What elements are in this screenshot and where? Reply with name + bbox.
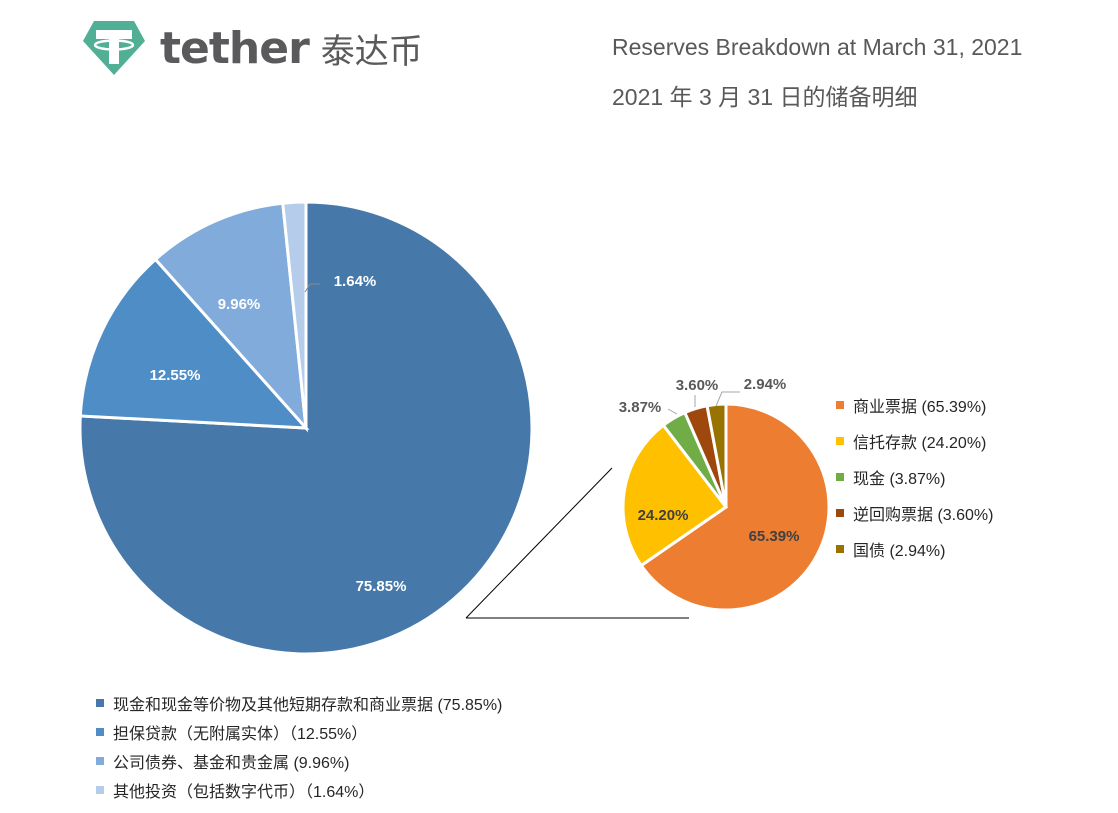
legend-item: 公司债券、基金和贵金属 (9.96%)	[96, 746, 502, 775]
detail-pie-slice	[621, 423, 729, 568]
main-label-3: 12.55%	[150, 367, 201, 384]
tether-logo: tether 泰达币	[82, 18, 423, 78]
legend-label: 信托存款 (24.20%)	[853, 435, 987, 452]
legend-swatch-icon	[96, 785, 104, 794]
legend-swatch-icon	[836, 545, 844, 553]
detail-label-4: 3.60%	[676, 377, 719, 394]
main-pie-slice	[78, 257, 310, 430]
detail-pie	[621, 402, 831, 612]
legend-label: 国债 (2.94%)	[853, 543, 946, 560]
zoom-connector	[465, 467, 689, 619]
legend-swatch-icon	[836, 473, 844, 481]
brand-name: tether	[160, 22, 310, 74]
brand-name-cn: 泰达币	[320, 31, 423, 72]
legend-swatch-icon	[836, 437, 844, 445]
legend-item: 现金和现金等价物及其他短期存款和商业票据 (75.85%)	[96, 688, 502, 717]
legend-label: 现金 (3.87%)	[853, 471, 946, 488]
legend-item: 国债 (2.94%)	[836, 531, 993, 567]
legend-label: 公司债券、基金和贵金属 (9.96%)	[113, 754, 350, 772]
detail-legend: 商业票据 (65.39%) 信托存款 (24.20%) 现金 (3.87%) 逆…	[836, 387, 993, 567]
detail-pie-slice	[639, 402, 831, 612]
legend-swatch-icon	[96, 756, 104, 765]
detail-label-2: 24.20%	[638, 507, 689, 524]
leader-lines	[304, 283, 740, 415]
main-pie-slice	[78, 200, 534, 656]
main-label-1: 1.64%	[334, 273, 377, 290]
legend-label: 商业票据 (65.39%)	[853, 399, 987, 416]
main-pie	[78, 200, 534, 656]
legend-label: 其他投资（包括数字代币）（1.64%）	[113, 783, 375, 801]
legend-item: 信托存款 (24.20%)	[836, 423, 993, 459]
main-label-2: 9.96%	[218, 296, 261, 313]
legend-item: 现金 (3.87%)	[836, 459, 993, 495]
main-legend: 现金和现金等价物及其他短期存款和商业票据 (75.85%) 担保贷款（无附属实体…	[96, 688, 502, 804]
detail-label-5: 2.94%	[744, 376, 787, 393]
legend-swatch-icon	[96, 727, 104, 736]
main-pie-slice	[281, 200, 308, 429]
chart-title-cn: 2021 年 3 月 31 日的储备明细	[612, 84, 918, 110]
legend-swatch-icon	[836, 401, 844, 409]
detail-label-1: 65.39%	[749, 528, 800, 545]
legend-label: 现金和现金等价物及其他短期存款和商业票据 (75.85%)	[113, 696, 503, 714]
legend-swatch-icon	[836, 509, 844, 517]
main-pie-slice	[153, 201, 308, 433]
detail-label-3: 3.87%	[619, 399, 662, 416]
legend-swatch-icon	[96, 698, 104, 707]
legend-item: 逆回购票据 (3.60%)	[836, 495, 993, 531]
chart-title-en: Reserves Breakdown at March 31, 2021	[612, 34, 1023, 60]
legend-label: 担保贷款（无附属实体）（12.55%）	[113, 725, 368, 743]
tether-logo-icon	[83, 21, 145, 75]
legend-label: 逆回购票据 (3.60%)	[853, 507, 994, 524]
legend-item: 担保贷款（无附属实体）（12.55%）	[96, 717, 502, 746]
legend-item: 商业票据 (65.39%)	[836, 387, 993, 423]
legend-item: 其他投资（包括数字代币）（1.64%）	[96, 775, 502, 804]
main-label-4: 75.85%	[356, 578, 407, 595]
